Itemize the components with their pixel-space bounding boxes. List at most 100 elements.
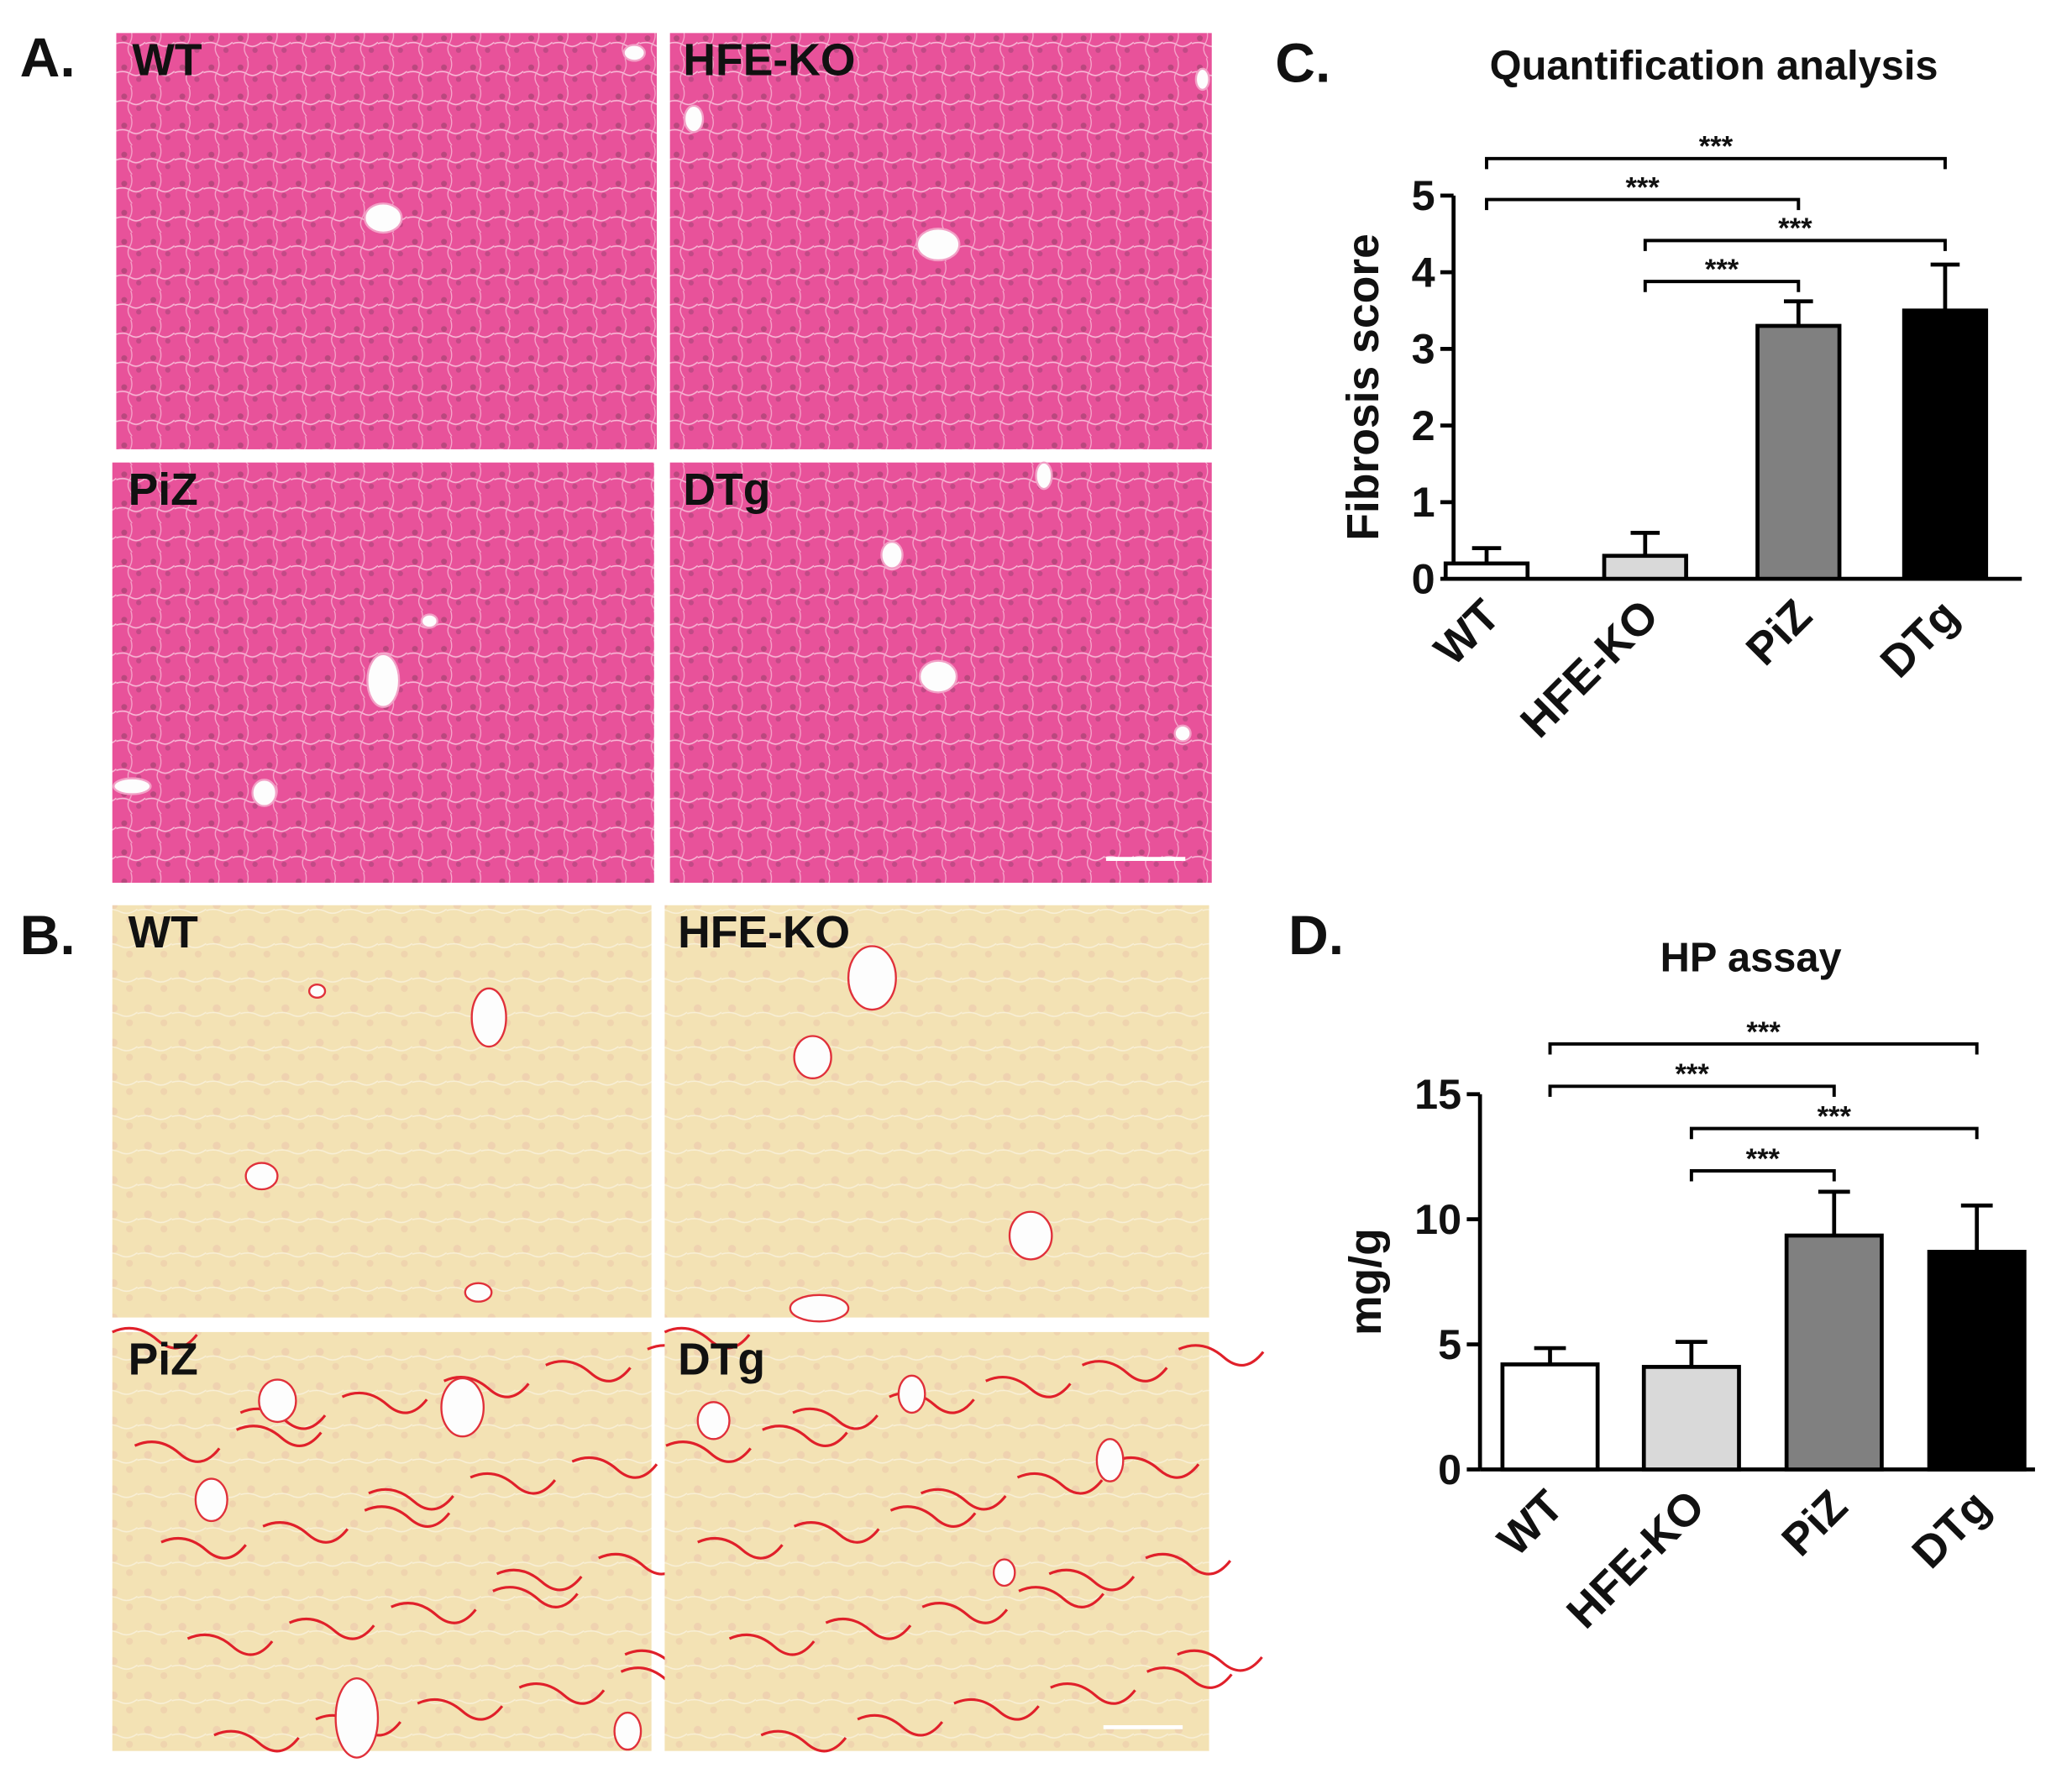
x-tick-label: HFE-KO	[1558, 1482, 1715, 1639]
significance-bracket	[1485, 197, 1801, 211]
vessel	[1035, 461, 1053, 491]
vessel	[880, 540, 904, 569]
significance-bracket	[1548, 1084, 1836, 1097]
collagen-fiber	[288, 1617, 375, 1640]
vessel	[1194, 67, 1210, 92]
vessel	[113, 777, 152, 795]
image-label: PiZ	[129, 465, 198, 515]
significance-label: ***	[1746, 1016, 1781, 1048]
bar	[1784, 1233, 1884, 1472]
collagen-fiber	[697, 1536, 784, 1560]
collagen-fiber	[665, 1440, 752, 1463]
collagen-fiber	[368, 1488, 454, 1511]
collagen-fiber	[1177, 1649, 1263, 1672]
bar	[1443, 561, 1530, 581]
vessel	[992, 1558, 1016, 1587]
panel-label: A.	[20, 27, 76, 89]
image-label: PiZ	[129, 1335, 198, 1384]
vessel	[1008, 1210, 1053, 1261]
collagen-fiber	[825, 1617, 912, 1640]
significance-label: ***	[1699, 131, 1734, 163]
collagen-fiber	[518, 1682, 606, 1705]
x-tick-label: WT	[1488, 1481, 1573, 1566]
y-tick-label: 15	[1414, 1070, 1461, 1118]
vessel	[334, 1676, 380, 1759]
y-tick-label: 1	[1412, 478, 1435, 526]
vessel	[251, 779, 278, 807]
significance-bracket	[1643, 239, 1947, 251]
x-tick-label: PiZ	[1737, 590, 1822, 675]
collagen-fiber	[545, 1360, 632, 1383]
collagen-fiber	[889, 1505, 977, 1528]
y-tick-label: 5	[1412, 171, 1435, 219]
vessel	[440, 1377, 485, 1438]
collagen-fiber	[953, 1697, 1040, 1721]
vessel	[789, 1293, 850, 1323]
vessel	[258, 1378, 297, 1424]
vessel	[307, 983, 327, 1000]
collagen-fiber	[496, 1568, 583, 1592]
collagen-fiber	[213, 1729, 300, 1753]
collagen-fiber	[728, 1633, 816, 1656]
micrograph	[664, 1331, 1209, 1751]
x-tick-label: WT	[1425, 590, 1510, 675]
significance-bracket	[1689, 1126, 1979, 1140]
vessel	[622, 44, 646, 62]
collagen-fiber	[1050, 1682, 1136, 1705]
vessel	[613, 1711, 643, 1751]
vessel	[897, 1374, 926, 1414]
significance-bracket	[1485, 156, 1947, 170]
panel-label: B.	[20, 905, 76, 967]
collagen-fiber	[1048, 1568, 1136, 1592]
collagen-fiber	[1081, 1360, 1168, 1383]
collagen-fiber	[792, 1407, 879, 1430]
collagen-fiber	[857, 1713, 944, 1737]
vessel	[244, 1162, 279, 1191]
significance-bracket	[1548, 1042, 1979, 1055]
y-tick-label: 4	[1412, 248, 1435, 296]
significance-bracket	[1689, 1169, 1836, 1182]
image-label: HFE-KO	[683, 36, 855, 86]
x-tick-label: HFE-KO	[1511, 590, 1668, 748]
collagen-fiber	[262, 1521, 349, 1544]
x-tick-label: DTg	[1871, 590, 1968, 687]
collagen-fiber	[664, 1326, 751, 1350]
collagen-fiber	[364, 1505, 451, 1528]
vessel	[366, 653, 401, 708]
bar	[1902, 308, 1989, 581]
micrograph	[116, 33, 657, 449]
chart-title: HP assay	[1660, 935, 1842, 980]
y-tick-label: 0	[1438, 1446, 1461, 1493]
vessel	[420, 613, 438, 629]
y-tick-label: 0	[1412, 554, 1435, 602]
collagen-fiber	[571, 1456, 658, 1479]
collagen-fiber	[160, 1536, 247, 1560]
vessel	[696, 1401, 731, 1440]
collagen-fiber	[112, 1326, 198, 1350]
significance-label: ***	[1625, 171, 1660, 203]
vessel	[470, 987, 507, 1048]
bar	[1500, 1362, 1600, 1472]
collagen-fiber	[134, 1440, 221, 1463]
image-label: DTg	[678, 1335, 765, 1384]
image-label: WT	[132, 36, 202, 86]
collagen-fiber	[391, 1602, 477, 1624]
y-axis-label: Fibrosis score	[1339, 233, 1388, 541]
collagen-fiber	[1178, 1344, 1265, 1367]
collagen-fiber	[760, 1729, 847, 1753]
x-tick-label: DTg	[1903, 1482, 2000, 1578]
y-tick-label: 5	[1438, 1320, 1461, 1368]
y-axis-label: mg/g	[1341, 1228, 1391, 1335]
collagen-fiber	[341, 1391, 428, 1414]
y-tick-label: 10	[1414, 1195, 1461, 1243]
collagen-fiber	[186, 1633, 274, 1656]
image-label: HFE-KO	[678, 908, 850, 958]
bar	[1602, 554, 1688, 581]
vessel	[194, 1477, 228, 1523]
collagen-fiber	[235, 1425, 323, 1447]
vessel	[1095, 1438, 1125, 1482]
panel-label: C.	[1275, 33, 1330, 95]
image-label: WT	[129, 908, 198, 958]
